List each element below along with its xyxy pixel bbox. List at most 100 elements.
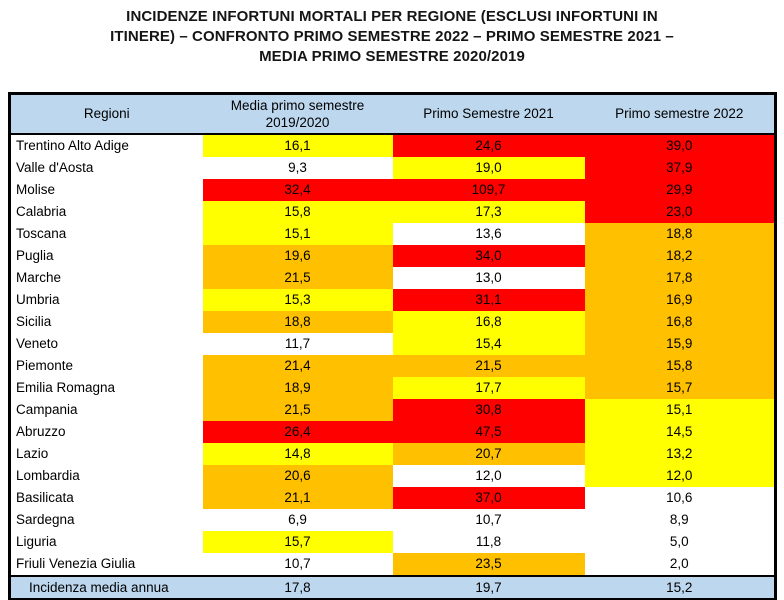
value-cell-2022: 2,0 [584,552,776,576]
region-name: Marche [9,266,203,289]
region-name: Lombardia [9,464,203,487]
value-cell-2021: 10,7 [392,508,585,531]
value-cell-2021: 17,7 [392,376,585,399]
value-cell-2019-2020: 18,8 [202,310,393,333]
region-name: Umbria [9,288,203,311]
value-cell-2021: 17,3 [392,200,585,223]
value-cell-2021: 20,7 [392,442,585,465]
region-name: Veneto [9,332,203,355]
page-title-line-1: INCIDENZE INFORTUNI MORTALI PER REGIONE … [126,8,658,25]
value-cell-2021: 34,0 [392,244,585,267]
value-cell-2019-2020: 20,6 [202,464,393,487]
value-cell-2021: 13,0 [392,266,585,289]
value-cell-2021: 19,0 [392,156,585,179]
value-cell-2019-2020: 9,3 [202,156,393,179]
value-cell-2019-2020: 14,8 [202,442,393,465]
table-footer: Incidenza media annua 17,8 19,7 15,2 [9,574,776,599]
page-title-line-2: ITINERE) – CONFRONTO PRIMO SEMESTRE 2022… [110,28,674,45]
region-name: Molise [9,178,203,201]
region-name: Friuli Venezia Giulia [9,552,203,576]
value-cell-2022: 39,0 [584,133,776,157]
value-cell-2021: 23,5 [392,552,585,576]
value-cell-2022: 10,6 [584,486,776,509]
table-body: Trentino Alto Adige 16,1 24,6 39,0 Valle… [9,133,776,576]
value-cell-2019-2020: 15,1 [202,222,393,245]
col-header-semestre-2022: Primo semestre 2022 [584,93,776,135]
value-cell-2022: 29,9 [584,178,776,201]
value-cell-2022: 16,9 [584,288,776,311]
region-name: Campania [9,398,203,421]
col-header-media-2019-2020: Media primo semestre 2019/2020 [202,93,393,135]
value-cell-2022: 18,8 [584,222,776,245]
table-row: Basilicata 21,1 37,0 10,6 [9,486,776,509]
table-row: Campania 21,5 30,8 15,1 [9,398,776,421]
footer-label: Incidenza media annua [9,574,203,599]
value-cell-2021: 11,8 [392,530,585,553]
value-cell-2022: 23,0 [584,200,776,223]
table-row: Piemonte 21,4 21,5 15,8 [9,354,776,377]
table-row: Abruzzo 26,4 47,5 14,5 [9,420,776,443]
value-cell-2019-2020: 15,3 [202,288,393,311]
value-cell-2021: 30,8 [392,398,585,421]
value-cell-2021: 12,0 [392,464,585,487]
table-row: Friuli Venezia Giulia 10,7 23,5 2,0 [9,552,776,576]
table-header: Regioni Media primo semestre 2019/2020 P… [9,93,776,135]
value-cell-2019-2020: 18,9 [202,376,393,399]
value-cell-2019-2020: 21,1 [202,486,393,509]
table-row: Molise 32,4 109,7 29,9 [9,178,776,201]
region-name: Piemonte [9,354,203,377]
table-row: Liguria 15,7 11,8 5,0 [9,530,776,553]
region-name: Lazio [9,442,203,465]
value-cell-2022: 14,5 [584,420,776,443]
table-row: Lazio 14,8 20,7 13,2 [9,442,776,465]
value-cell-2022: 15,9 [584,332,776,355]
region-name: Liguria [9,530,203,553]
value-cell-2021: 13,6 [392,222,585,245]
value-cell-2021: 37,0 [392,486,585,509]
table-row: Sicilia 18,8 16,8 16,8 [9,310,776,333]
table-row: Valle d'Aosta 9,3 19,0 37,9 [9,156,776,179]
value-cell-2022: 17,8 [584,266,776,289]
value-cell-2022: 13,2 [584,442,776,465]
value-cell-2022: 15,1 [584,398,776,421]
value-cell-2022: 5,0 [584,530,776,553]
value-cell-2019-2020: 21,5 [202,398,393,421]
region-name: Valle d'Aosta [9,156,203,179]
value-cell-2019-2020: 15,8 [202,200,393,223]
header-row: Regioni Media primo semestre 2019/2020 P… [9,93,776,135]
page-title: INCIDENZE INFORTUNI MORTALI PER REGIONE … [0,7,784,67]
value-cell-2019-2020: 19,6 [202,244,393,267]
region-name: Sicilia [9,310,203,333]
col-header-regioni: Regioni [9,93,203,135]
value-cell-2019-2020: 26,4 [202,420,393,443]
value-cell-2019-2020: 10,7 [202,552,393,576]
value-cell-2021: 109,7 [392,178,585,201]
region-name: Calabria [9,200,203,223]
page-title-line-3: MEDIA PRIMO SEMESTRE 2020/2019 [259,48,525,65]
table-row: Umbria 15,3 31,1 16,9 [9,288,776,311]
value-cell-2019-2020: 21,5 [202,266,393,289]
value-cell-2019-2020: 6,9 [202,508,393,531]
region-name: Abruzzo [9,420,203,443]
value-cell-2022: 12,0 [584,464,776,487]
region-name: Trentino Alto Adige [9,133,203,157]
value-cell-2022: 8,9 [584,508,776,531]
table-row: Marche 21,5 13,0 17,8 [9,266,776,289]
value-cell-2022: 16,8 [584,310,776,333]
value-cell-2021: 16,8 [392,310,585,333]
table-row: Calabria 15,8 17,3 23,0 [9,200,776,223]
footer-value-2019-2020: 17,8 [202,574,393,599]
footer-value-2022: 15,2 [584,574,776,599]
value-cell-2019-2020: 15,7 [202,530,393,553]
footer-value-2021: 19,7 [392,574,585,599]
value-cell-2021: 15,4 [392,332,585,355]
region-name: Basilicata [9,486,203,509]
value-cell-2021: 31,1 [392,288,585,311]
value-cell-2022: 15,8 [584,354,776,377]
value-cell-2022: 37,9 [584,156,776,179]
region-name: Emilia Romagna [9,376,203,399]
table-row: Puglia 19,6 34,0 18,2 [9,244,776,267]
table-row: Toscana 15,1 13,6 18,8 [9,222,776,245]
value-cell-2019-2020: 32,4 [202,178,393,201]
region-name: Sardegna [9,508,203,531]
